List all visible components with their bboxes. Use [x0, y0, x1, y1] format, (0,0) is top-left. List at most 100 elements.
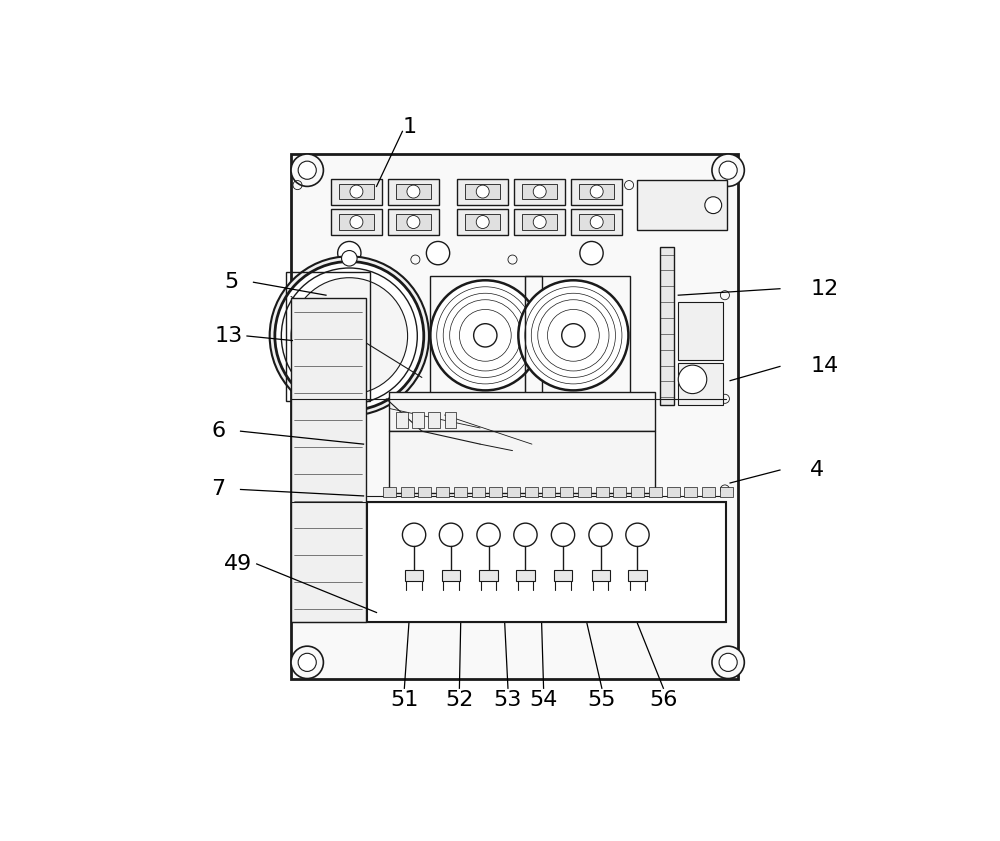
- Text: 56: 56: [649, 690, 678, 710]
- Circle shape: [402, 523, 426, 547]
- Bar: [702, 487, 715, 497]
- Bar: [339, 184, 374, 199]
- Circle shape: [291, 278, 408, 394]
- Bar: [628, 569, 647, 581]
- Bar: [542, 487, 555, 497]
- Circle shape: [291, 646, 323, 679]
- Bar: [578, 487, 591, 497]
- Text: 6: 6: [211, 421, 226, 442]
- Circle shape: [338, 241, 361, 265]
- Circle shape: [712, 646, 744, 679]
- Bar: [457, 178, 508, 204]
- Circle shape: [705, 197, 722, 214]
- Bar: [596, 487, 609, 497]
- Text: 54: 54: [529, 690, 558, 710]
- Bar: [405, 569, 423, 581]
- Circle shape: [270, 257, 429, 415]
- Bar: [436, 487, 449, 497]
- Bar: [396, 412, 408, 428]
- Circle shape: [533, 215, 546, 229]
- Bar: [649, 487, 662, 497]
- Circle shape: [439, 523, 463, 547]
- Bar: [522, 214, 557, 230]
- Bar: [388, 178, 439, 204]
- Text: 7: 7: [211, 479, 226, 500]
- Bar: [514, 178, 565, 204]
- Circle shape: [580, 241, 603, 265]
- Circle shape: [514, 523, 537, 547]
- Circle shape: [350, 185, 363, 198]
- Circle shape: [678, 365, 707, 394]
- Text: 12: 12: [810, 278, 839, 299]
- Text: 55: 55: [588, 690, 616, 710]
- Circle shape: [407, 215, 420, 229]
- Bar: [388, 209, 439, 235]
- Bar: [396, 184, 431, 199]
- Bar: [684, 487, 697, 497]
- Bar: [367, 502, 726, 622]
- Circle shape: [476, 215, 489, 229]
- Bar: [631, 487, 644, 497]
- Bar: [678, 302, 723, 360]
- Text: 52: 52: [445, 690, 474, 710]
- Circle shape: [518, 280, 628, 390]
- Bar: [291, 154, 738, 679]
- Bar: [571, 178, 622, 204]
- Circle shape: [275, 262, 424, 410]
- Circle shape: [551, 523, 575, 547]
- Circle shape: [474, 324, 497, 347]
- Circle shape: [719, 653, 737, 671]
- Text: 1: 1: [402, 117, 417, 137]
- Bar: [291, 299, 366, 622]
- Bar: [412, 412, 424, 428]
- Bar: [428, 412, 440, 428]
- Bar: [472, 487, 485, 497]
- Bar: [554, 569, 572, 581]
- Bar: [613, 487, 626, 497]
- Bar: [579, 214, 614, 230]
- Bar: [637, 180, 727, 230]
- Bar: [286, 272, 370, 401]
- Circle shape: [589, 523, 612, 547]
- Bar: [571, 209, 622, 235]
- Circle shape: [342, 251, 357, 266]
- Bar: [339, 214, 374, 230]
- Bar: [442, 569, 460, 581]
- Bar: [383, 487, 396, 497]
- Circle shape: [298, 653, 316, 671]
- Bar: [389, 392, 655, 431]
- Circle shape: [533, 185, 546, 198]
- Circle shape: [407, 185, 420, 198]
- Text: 5: 5: [224, 272, 239, 292]
- Bar: [396, 214, 431, 230]
- Circle shape: [342, 328, 357, 344]
- Bar: [401, 487, 414, 497]
- Bar: [525, 487, 538, 497]
- Bar: [514, 209, 565, 235]
- Circle shape: [477, 523, 500, 547]
- Circle shape: [430, 280, 540, 390]
- Circle shape: [590, 215, 603, 229]
- Bar: [445, 412, 456, 428]
- Bar: [507, 487, 520, 497]
- Bar: [479, 569, 498, 581]
- Bar: [489, 487, 502, 497]
- Bar: [560, 487, 573, 497]
- Text: 14: 14: [810, 357, 839, 377]
- Circle shape: [426, 241, 450, 265]
- Circle shape: [626, 523, 649, 547]
- Bar: [516, 569, 535, 581]
- Bar: [389, 431, 655, 493]
- Circle shape: [281, 268, 417, 404]
- Bar: [457, 209, 508, 235]
- Bar: [667, 487, 680, 497]
- Circle shape: [590, 185, 603, 198]
- Bar: [720, 487, 733, 497]
- Bar: [579, 184, 614, 199]
- Text: 4: 4: [810, 460, 825, 480]
- Bar: [418, 487, 431, 497]
- Text: 13: 13: [215, 326, 243, 346]
- Bar: [660, 246, 674, 405]
- Text: 53: 53: [494, 690, 522, 710]
- Bar: [465, 214, 500, 230]
